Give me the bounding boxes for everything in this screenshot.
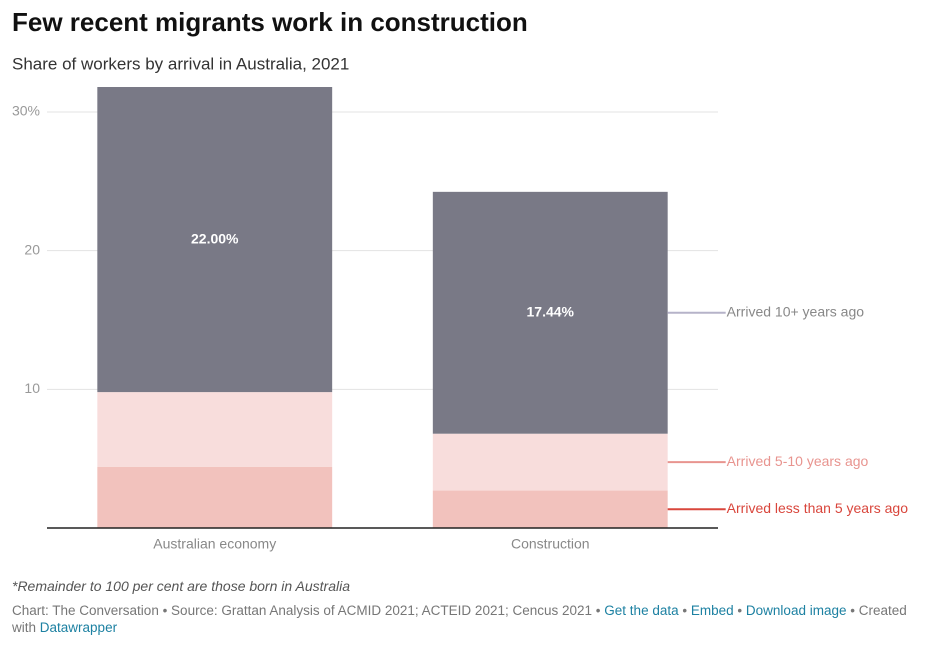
footer-text: Chart: The Conversation • Source: Gratta…: [12, 603, 593, 618]
chart: Few recent migrants work in construction…: [12, 7, 909, 552]
link[interactable]: Datawrapper: [39, 620, 118, 635]
y-tick-label: 20: [24, 241, 40, 257]
bar-segment: [432, 490, 668, 528]
y-tick-label: 30%: [12, 103, 40, 119]
legend-label: Arrived 5-10 years ago: [727, 453, 869, 469]
link[interactable]: Get the data: [604, 603, 679, 618]
bar-segment: [97, 392, 333, 467]
value-label: 22.00%: [191, 230, 239, 246]
x-tick-label: Construction: [511, 536, 590, 552]
bar-segment: [97, 466, 333, 528]
note: *Remainder to 100 per cent are those bor…: [12, 578, 351, 594]
legend-label: Arrived less than 5 years ago: [727, 500, 909, 516]
chart-title: Few recent migrants work in construction: [12, 7, 528, 37]
footer: Chart: The Conversation • Source: Gratta…: [12, 602, 932, 636]
footer-text: •: [850, 603, 855, 618]
bar-segment: [432, 191, 668, 434]
value-label: 17.44%: [527, 303, 575, 319]
bar-segment: [97, 87, 333, 393]
y-tick-label: 10: [24, 380, 40, 396]
link[interactable]: Download image: [745, 603, 847, 618]
link[interactable]: Embed: [690, 603, 734, 618]
legend-label: Arrived 10+ years ago: [727, 303, 865, 319]
footer-text: •: [737, 603, 743, 618]
x-tick-label: Australian economy: [153, 536, 276, 552]
footer-text: Created with: [12, 603, 907, 635]
footer-text: •: [682, 603, 688, 618]
bar-segment: [432, 433, 668, 491]
footer-text: •: [595, 603, 601, 618]
chart-subtitle: Share of workers by arrival in Australia…: [12, 54, 349, 73]
